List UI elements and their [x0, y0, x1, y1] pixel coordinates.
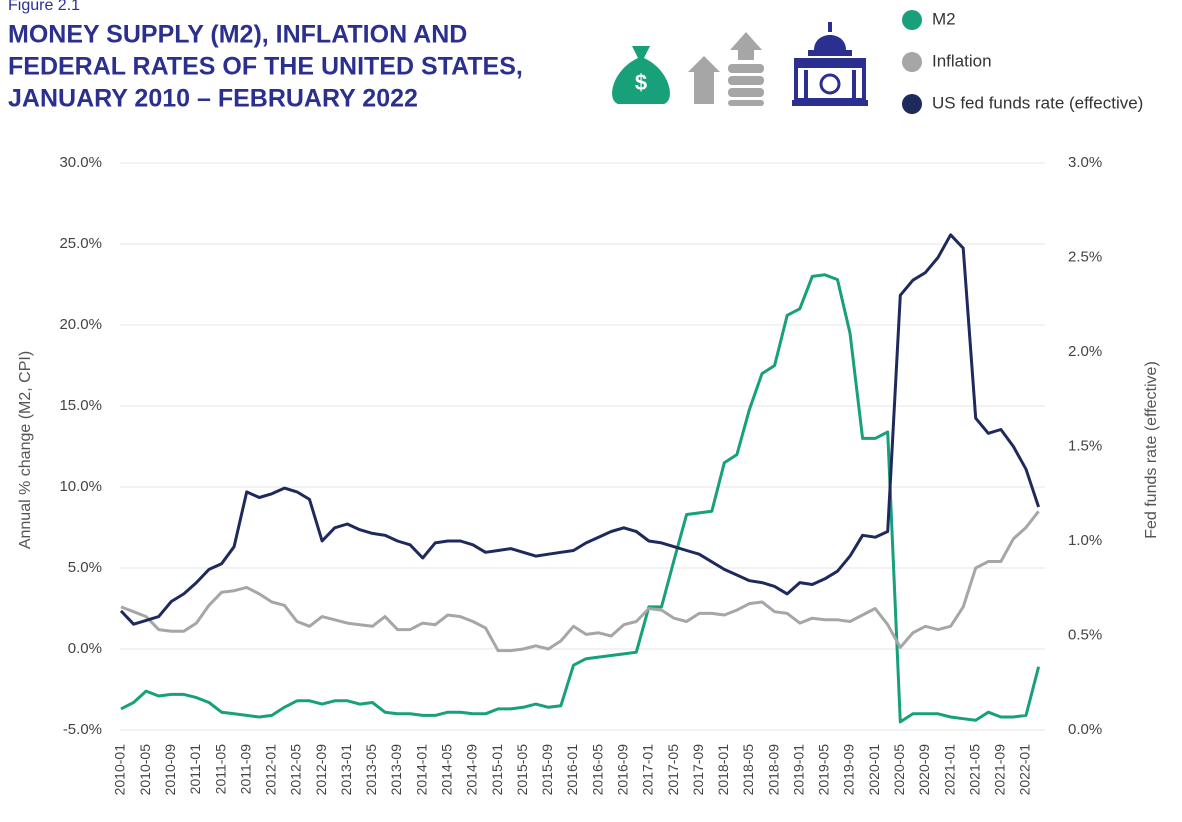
x-tick-label: 2012-01 [263, 744, 279, 796]
x-tick-label: 2018-09 [765, 744, 781, 796]
legend-swatch [902, 94, 922, 114]
legend-swatch [902, 52, 922, 72]
y2-tick-label: 1.5% [1068, 437, 1102, 454]
houses-coins-icon [688, 32, 764, 106]
series-line [120, 510, 1040, 653]
x-tick-label: 2013-01 [338, 744, 354, 796]
legend-swatch [902, 10, 922, 30]
x-tick-label: 2016-01 [564, 744, 580, 796]
x-tick-label: 2018-05 [740, 744, 756, 796]
x-tick-label: 2015-09 [539, 744, 555, 796]
y2-tick-label: 3.0% [1068, 154, 1102, 171]
x-tick-label: 2019-09 [841, 744, 857, 796]
x-tick-label: 2014-09 [464, 744, 480, 796]
chart-title: JANUARY 2010 – FEBRUARY 2022 [8, 85, 418, 113]
x-tick-label: 2019-05 [816, 744, 832, 796]
x-tick-label: 2012-09 [313, 744, 329, 796]
x-tick-label: 2021-01 [941, 744, 957, 796]
x-tick-label: 2017-05 [665, 744, 681, 796]
y2-axis-label: Fed funds rate (effective) [1143, 361, 1160, 539]
x-tick-label: 2020-01 [866, 744, 882, 796]
y-tick-label: 20.0% [59, 316, 102, 333]
x-tick-label: 2013-09 [388, 744, 404, 796]
x-tick-label: 2016-09 [614, 744, 630, 796]
x-tick-label: 2019-01 [790, 744, 806, 796]
y-tick-label: 15.0% [59, 397, 102, 414]
x-tick-label: 2016-05 [589, 744, 605, 796]
legend-label: US fed funds rate (effective) [932, 93, 1143, 112]
x-tick-label: 2011-05 [212, 744, 228, 795]
x-tick-label: 2010-09 [162, 744, 178, 796]
y-axis-label: Annual % change (M2, CPI) [17, 351, 34, 549]
x-tick-label: 2011-09 [237, 744, 253, 795]
money-bag-icon: $ [612, 46, 670, 104]
x-tick-label: 2013-05 [363, 744, 379, 796]
legend-label: Inflation [932, 51, 992, 70]
x-tick-label: 2017-09 [690, 744, 706, 796]
y2-tick-label: 2.0% [1068, 343, 1102, 360]
figure-label: Figure 2.1 [8, 0, 80, 14]
x-tick-label: 2010-05 [137, 744, 153, 796]
x-tick-label: 2018-01 [715, 744, 731, 796]
x-tick-label: 2022-01 [1017, 744, 1033, 796]
y2-tick-label: 1.0% [1068, 532, 1102, 549]
x-tick-label: 2017-01 [640, 744, 656, 796]
series-line [119, 233, 1041, 626]
y2-tick-label: 0.0% [1068, 721, 1102, 738]
chart-title: FEDERAL RATES OF THE UNITED STATES, [8, 53, 523, 81]
x-tick-label: 2020-05 [891, 744, 907, 796]
y-tick-label: 0.0% [68, 640, 102, 657]
x-tick-label: 2021-05 [966, 744, 982, 796]
y2-tick-label: 0.5% [1068, 626, 1102, 643]
x-tick-label: 2014-01 [413, 744, 429, 796]
y-tick-label: 10.0% [59, 478, 102, 495]
y-tick-label: 5.0% [68, 559, 102, 576]
x-tick-label: 2010-01 [112, 744, 128, 796]
y-tick-label: 30.0% [59, 154, 102, 171]
y-tick-label: 25.0% [59, 235, 102, 252]
capitol-icon [792, 22, 868, 106]
x-tick-label: 2012-05 [288, 744, 304, 796]
y-tick-label: -5.0% [63, 721, 102, 738]
x-tick-label: 2015-05 [514, 744, 530, 796]
x-tick-label: 2021-09 [992, 744, 1008, 796]
svg-text:$: $ [635, 70, 647, 95]
x-tick-label: 2020-09 [916, 744, 932, 796]
x-tick-label: 2011-01 [187, 744, 203, 795]
chart-title: MONEY SUPPLY (M2), INFLATION AND [8, 21, 467, 49]
x-tick-label: 2014-05 [439, 744, 455, 796]
x-tick-label: 2015-01 [489, 744, 505, 796]
legend: M2 Inflation US fed funds rate (effective) [902, 9, 1143, 114]
legend-label: M2 [932, 9, 956, 28]
y2-tick-label: 2.5% [1068, 248, 1102, 265]
series-line [120, 273, 1041, 724]
